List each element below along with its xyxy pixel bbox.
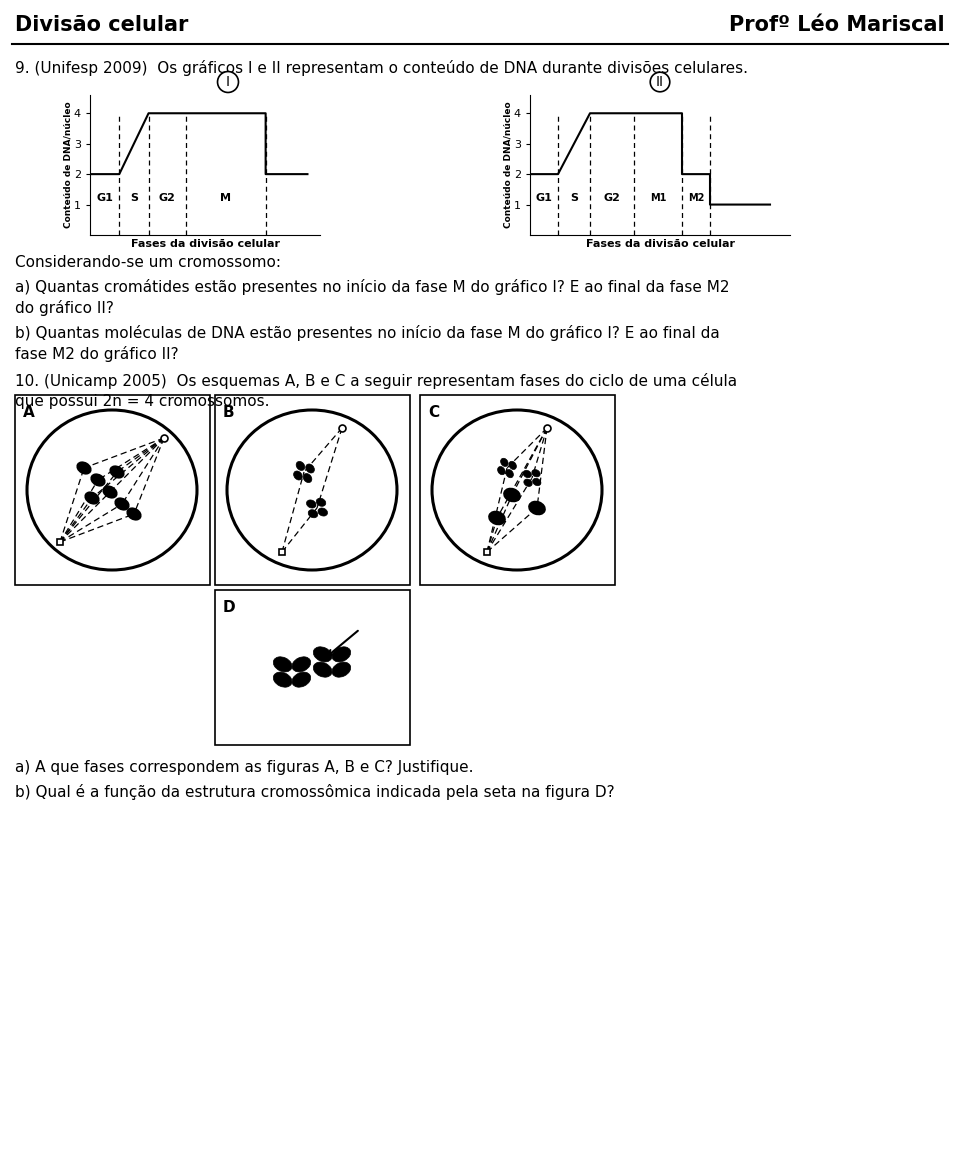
Ellipse shape [316,498,325,506]
Text: G1: G1 [96,193,113,204]
Ellipse shape [313,647,332,662]
Text: G2: G2 [604,193,620,204]
Ellipse shape [294,471,302,480]
Ellipse shape [506,470,514,478]
Bar [15,395,210,585]
Bar [420,395,615,585]
Ellipse shape [308,509,318,518]
Bar [215,590,410,745]
Ellipse shape [274,672,292,687]
Ellipse shape [318,508,327,516]
Ellipse shape [274,657,292,672]
Ellipse shape [529,501,544,514]
X-axis label: Fases da divisão celular: Fases da divisão celular [131,240,279,249]
Ellipse shape [104,486,116,498]
Ellipse shape [524,479,532,486]
Ellipse shape [332,647,350,662]
Text: C: C [428,405,439,420]
Ellipse shape [313,662,332,677]
Text: D: D [223,600,235,615]
Text: II: II [656,74,664,90]
Text: S: S [570,193,578,204]
Ellipse shape [91,475,105,486]
Text: G2: G2 [159,193,176,204]
Ellipse shape [332,662,350,677]
Text: a) A que fases correspondem as figuras A, B e C? Justifique.: a) A que fases correspondem as figuras A… [15,759,473,775]
Ellipse shape [490,512,505,525]
Ellipse shape [533,478,540,486]
Ellipse shape [115,499,129,509]
Ellipse shape [128,508,140,520]
Y-axis label: Conteúdo de DNA/núcleo: Conteúdo de DNA/núcleo [63,101,72,228]
Ellipse shape [303,473,312,483]
Text: I: I [226,74,230,90]
Ellipse shape [497,466,505,475]
Text: M1: M1 [650,193,666,204]
Ellipse shape [532,470,540,477]
Text: b) Qual é a função da estrutura cromossômica indicada pela seta na figura D?: b) Qual é a função da estrutura cromossô… [15,784,614,800]
Text: G1: G1 [536,193,552,204]
X-axis label: Fases da divisão celular: Fases da divisão celular [586,240,734,249]
Text: M: M [221,193,231,204]
Text: S: S [130,193,138,204]
Ellipse shape [297,462,305,471]
Ellipse shape [78,463,90,473]
Text: M2: M2 [687,193,705,204]
Text: b) Quantas moléculas de DNA estão presentes no início da fase M do gráfico I? E : b) Quantas moléculas de DNA estão presen… [15,324,720,362]
Ellipse shape [292,657,311,672]
Text: B: B [223,405,234,420]
Text: 10. (Unicamp 2005)  Os esquemas A, B e C a seguir representam fases do ciclo de : 10. (Unicamp 2005) Os esquemas A, B e C … [15,373,737,409]
Ellipse shape [509,462,516,470]
Ellipse shape [523,470,532,478]
Text: 9. (Unifesp 2009)  Os gráficos I e II representam o conteúdo de DNA durante divi: 9. (Unifesp 2009) Os gráficos I e II rep… [15,60,748,76]
Y-axis label: Conteúdo de DNA/núcleo: Conteúdo de DNA/núcleo [503,101,513,228]
Text: Profº Léo Mariscal: Profº Léo Mariscal [730,15,945,35]
Ellipse shape [504,488,519,501]
Ellipse shape [500,458,508,466]
Text: A: A [23,405,35,420]
Text: Divisão celular: Divisão celular [15,15,188,35]
Text: Considerando-se um cromossomo:: Considerando-se um cromossomo: [15,255,281,270]
Ellipse shape [306,500,316,508]
Bar [215,395,410,585]
Text: a) Quantas cromátides estão presentes no início da fase M do gráfico I? E ao fin: a) Quantas cromátides estão presentes no… [15,279,730,316]
Ellipse shape [305,464,314,473]
Ellipse shape [110,466,124,478]
Ellipse shape [292,672,311,687]
Ellipse shape [85,492,99,504]
